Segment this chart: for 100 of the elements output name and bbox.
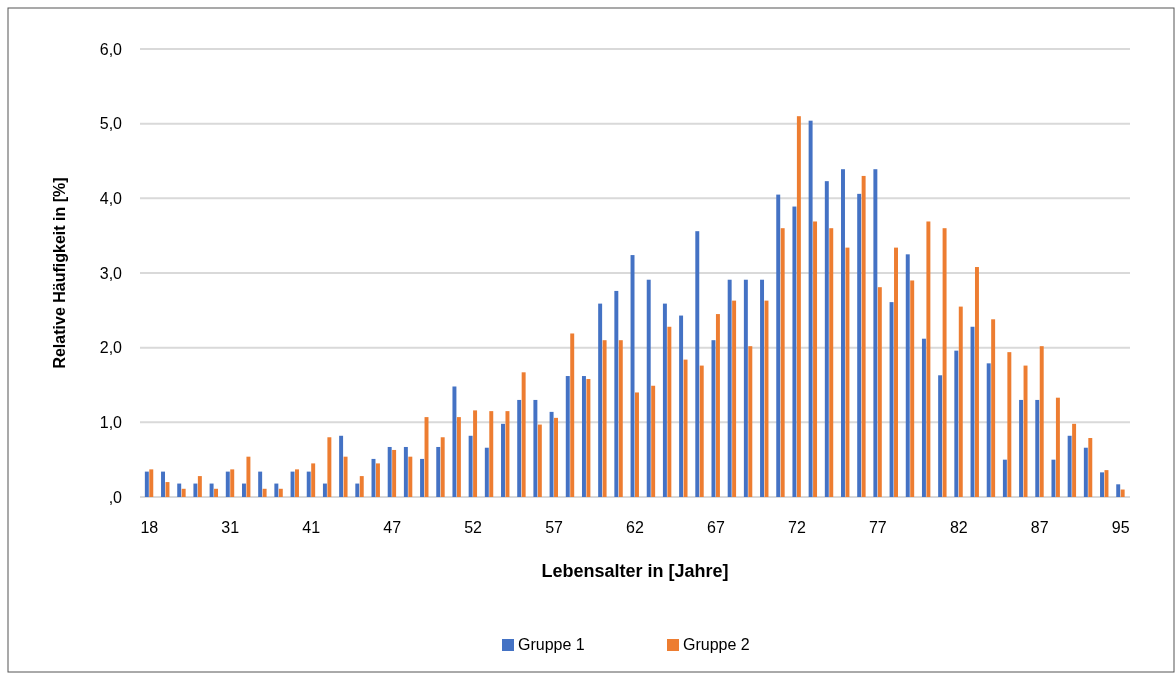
bar: [586, 379, 591, 497]
bar: [667, 326, 672, 497]
bar: [355, 483, 360, 497]
bar: [403, 446, 408, 497]
bar: [517, 399, 522, 497]
x-tick-label: 77: [868, 519, 887, 536]
bar: [1100, 472, 1104, 497]
bar: [306, 471, 311, 497]
x-tick-label: 87: [1030, 519, 1049, 536]
bar: [651, 385, 656, 497]
bar: [565, 376, 570, 497]
bar: [905, 254, 910, 497]
bar: [598, 303, 603, 497]
bar: [570, 333, 575, 497]
bar: [262, 488, 267, 497]
bar: [521, 372, 526, 497]
bar: [1023, 365, 1028, 497]
bar: [144, 471, 149, 497]
bar: [824, 181, 829, 497]
bar: [1072, 423, 1077, 497]
bar: [322, 483, 327, 497]
bar: [796, 116, 801, 497]
bar: [149, 469, 154, 497]
bar: [743, 279, 748, 497]
bar: [392, 449, 397, 497]
bar: [715, 314, 720, 497]
legend-label: Gruppe 1: [518, 636, 585, 653]
bar: [618, 340, 623, 497]
bar: [505, 411, 510, 497]
bar: [889, 302, 894, 497]
bar: [1002, 459, 1007, 497]
x-tick-label: 52: [464, 519, 483, 536]
bar: [861, 175, 866, 497]
bar: [1051, 459, 1056, 497]
bar: [679, 315, 684, 497]
x-tick-label: 95: [1111, 519, 1130, 536]
bar: [938, 375, 943, 497]
bar: [295, 469, 299, 497]
bar: [375, 463, 380, 497]
bar: [549, 411, 554, 497]
bar: [635, 392, 639, 497]
x-tick-label: 72: [788, 519, 806, 536]
bar: [813, 221, 818, 497]
bar: [1120, 489, 1125, 497]
bar: [1083, 447, 1088, 497]
bar: [230, 469, 235, 497]
bar: [420, 458, 425, 497]
bar: [873, 169, 878, 497]
x-tick-label: 62: [626, 519, 644, 536]
y-tick-label: 6,0: [99, 40, 123, 58]
bar: [732, 300, 737, 497]
bar: [974, 267, 979, 497]
bar: [274, 483, 279, 497]
bar: [246, 456, 251, 497]
bar: [197, 476, 202, 497]
x-tick-label: 57: [545, 519, 564, 536]
bar: [683, 359, 688, 497]
bar: [857, 193, 862, 497]
bar: [311, 463, 316, 497]
bar: [841, 169, 845, 497]
bar: [630, 255, 635, 497]
x-tick-label: 67: [707, 519, 725, 536]
x-tick-label: 47: [383, 519, 402, 536]
bar: [387, 446, 392, 497]
bar: [662, 303, 667, 497]
x-tick-label: 82: [949, 519, 968, 536]
bar: [894, 247, 898, 497]
bar: [165, 482, 170, 497]
bar: [343, 456, 348, 497]
bar: [829, 228, 834, 497]
bar: [1067, 435, 1072, 497]
y-tick-label: 4,0: [99, 189, 123, 207]
bar: [484, 447, 489, 497]
bar: [695, 231, 700, 497]
bar: [602, 340, 607, 497]
bar: [1019, 399, 1024, 497]
bar: [581, 376, 586, 497]
x-tick-label: 18: [140, 519, 159, 536]
bar: [537, 424, 542, 497]
bar: [473, 410, 478, 497]
bar: [1007, 352, 1012, 497]
bar: [877, 287, 882, 497]
bar: [699, 365, 704, 497]
x-axis-title: Lebensalter in [Jahre]: [541, 561, 729, 581]
bar: [1055, 397, 1060, 497]
bar: [278, 488, 283, 497]
bar: [554, 417, 558, 497]
bar: [258, 471, 263, 497]
legend-label: Gruppe 2: [683, 636, 750, 653]
bar: [776, 194, 781, 497]
bar: [440, 437, 445, 497]
bar: [910, 280, 915, 497]
bar: [942, 228, 947, 497]
bar: [926, 221, 931, 497]
bar: [225, 471, 230, 497]
bar: [991, 319, 996, 497]
y-tick-label: 2,0: [99, 339, 123, 357]
bar: [986, 363, 991, 497]
bar: [452, 386, 457, 497]
bar: [760, 279, 765, 497]
